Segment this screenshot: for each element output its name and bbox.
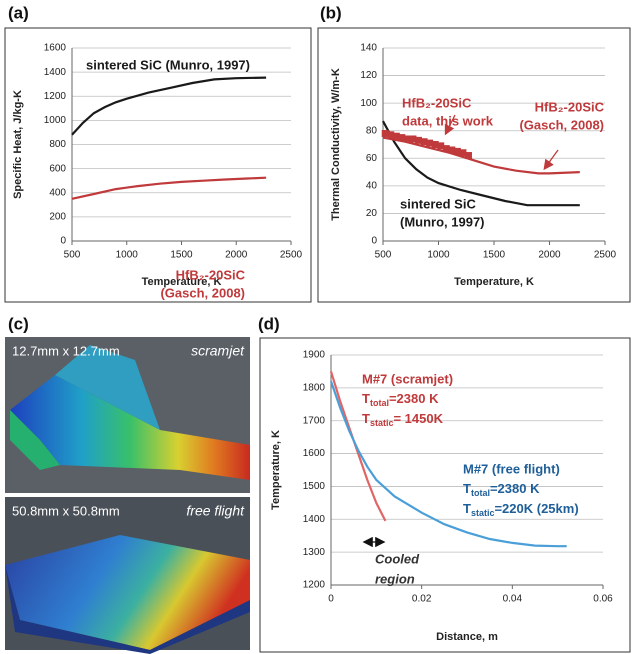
x-tick-label: 0 <box>328 594 334 605</box>
y-axis-title: Temperature, K <box>270 430 282 510</box>
image-name: scramjet <box>191 343 245 359</box>
annotation: (Gasch, 2008) <box>160 285 245 300</box>
annotation-subscript: static <box>370 418 394 428</box>
x-axis-title: Distance, m <box>436 631 498 643</box>
annotation: region <box>375 571 415 586</box>
x-tick-label: 0.04 <box>503 594 523 605</box>
y-tick-label: 1900 <box>303 350 326 361</box>
annotation: M#7 (free flight) <box>463 461 560 476</box>
image-name: free flight <box>186 503 245 519</box>
y-tick-label: 40 <box>366 180 378 191</box>
x-tick-label: 2500 <box>594 250 617 261</box>
y-tick-label: 100 <box>360 98 377 109</box>
y-tick-label: 1500 <box>303 481 326 492</box>
panel-label: (c) <box>8 314 29 333</box>
annotation-text: T <box>463 501 471 516</box>
panel-frame <box>318 28 630 302</box>
y-tick-label: 1000 <box>44 115 67 126</box>
x-tick-label: 0.02 <box>412 594 432 605</box>
annotation: Cooled <box>375 551 420 566</box>
x-axis-title: Temperature, K <box>454 276 534 288</box>
fem-images <box>5 337 250 654</box>
y-tick-label: 1300 <box>303 547 326 558</box>
arrow <box>545 150 558 168</box>
x-tick-label: 2000 <box>225 250 248 261</box>
x-tick-label: 500 <box>375 250 392 261</box>
y-axis-title: Thermal Conductivity, W/m-K <box>330 68 342 221</box>
y-tick-label: 20 <box>366 208 378 219</box>
annotation-text: = 1450K <box>393 411 443 426</box>
annotation: sintered SiC (Munro, 1997) <box>86 57 250 72</box>
series-line <box>383 138 580 174</box>
annotation: sintered SiC <box>400 196 476 211</box>
image-size: 50.8mm x 50.8mm <box>12 503 120 518</box>
x-tick-label: 500 <box>64 250 81 261</box>
figure: (c) 12.7mm x 12.7mm scramjet 50.8mm x 50.8m… <box>0 0 634 654</box>
annotation: Tstatic= 1450K <box>362 411 444 428</box>
annotation: M#7 (scramjet) <box>362 371 453 386</box>
panel-label: (d) <box>258 314 280 333</box>
y-tick-label: 1800 <box>303 382 326 393</box>
y-tick-label: 1200 <box>303 580 326 591</box>
y-tick-label: 1400 <box>44 67 67 78</box>
annotation-subscript: total <box>471 488 490 498</box>
annotation: Ttotal=2380 K <box>463 481 540 498</box>
y-tick-label: 0 <box>371 236 377 247</box>
series-line <box>72 78 266 135</box>
annotation-text: T <box>463 481 471 496</box>
annotation-text: =220K (25km) <box>494 501 578 516</box>
panel-label: (a) <box>8 3 29 22</box>
panel-label: (b) <box>320 3 342 22</box>
x-tick-label: 1500 <box>483 250 506 261</box>
x-tick-label: 1000 <box>427 250 450 261</box>
annotation-subscript: total <box>370 398 389 408</box>
y-tick-label: 0 <box>60 236 66 247</box>
data-marker <box>465 152 472 159</box>
series-line <box>331 371 385 521</box>
y-tick-label: 1600 <box>44 43 67 54</box>
annotation: Tstatic=220K (25km) <box>463 501 579 518</box>
annotation: Ttotal=2380 K <box>362 391 439 408</box>
x-tick-label: 0.06 <box>593 594 613 605</box>
y-tick-label: 1400 <box>303 514 326 525</box>
image-size: 12.7mm x 12.7mm <box>12 343 120 358</box>
y-tick-label: 600 <box>49 163 66 174</box>
y-tick-label: 800 <box>49 139 66 150</box>
annotation: (Gasch, 2008) <box>519 117 604 132</box>
y-tick-label: 200 <box>49 212 66 223</box>
y-axis-title: Specific Heat, J/kg-K <box>12 90 24 199</box>
y-tick-label: 140 <box>360 43 377 54</box>
annotation: HfB₂-20SiC <box>176 267 246 282</box>
y-tick-label: 60 <box>366 153 378 164</box>
annotation-text: =2380 K <box>490 481 540 496</box>
x-tick-label: 2000 <box>538 250 561 261</box>
y-tick-label: 1700 <box>303 415 326 426</box>
x-tick-label: 1000 <box>116 250 139 261</box>
x-tick-label: 2500 <box>280 250 303 261</box>
y-tick-label: 400 <box>49 187 66 198</box>
annotation: HfB₂-20SiC <box>535 99 605 114</box>
annotation: data, this work <box>402 113 494 128</box>
annotation-text: T <box>362 411 370 426</box>
x-tick-label: 1500 <box>170 250 193 261</box>
annotation-text: T <box>362 391 370 406</box>
annotation: (Munro, 1997) <box>400 214 485 229</box>
y-tick-label: 120 <box>360 70 377 81</box>
y-tick-label: 1200 <box>44 91 67 102</box>
series-line <box>72 178 266 199</box>
annotation: HfB₂-20SiC <box>402 95 472 110</box>
y-tick-label: 80 <box>366 125 378 136</box>
annotation-subscript: static <box>471 508 495 518</box>
annotation-text: =2380 K <box>389 391 439 406</box>
y-tick-label: 1600 <box>303 448 326 459</box>
